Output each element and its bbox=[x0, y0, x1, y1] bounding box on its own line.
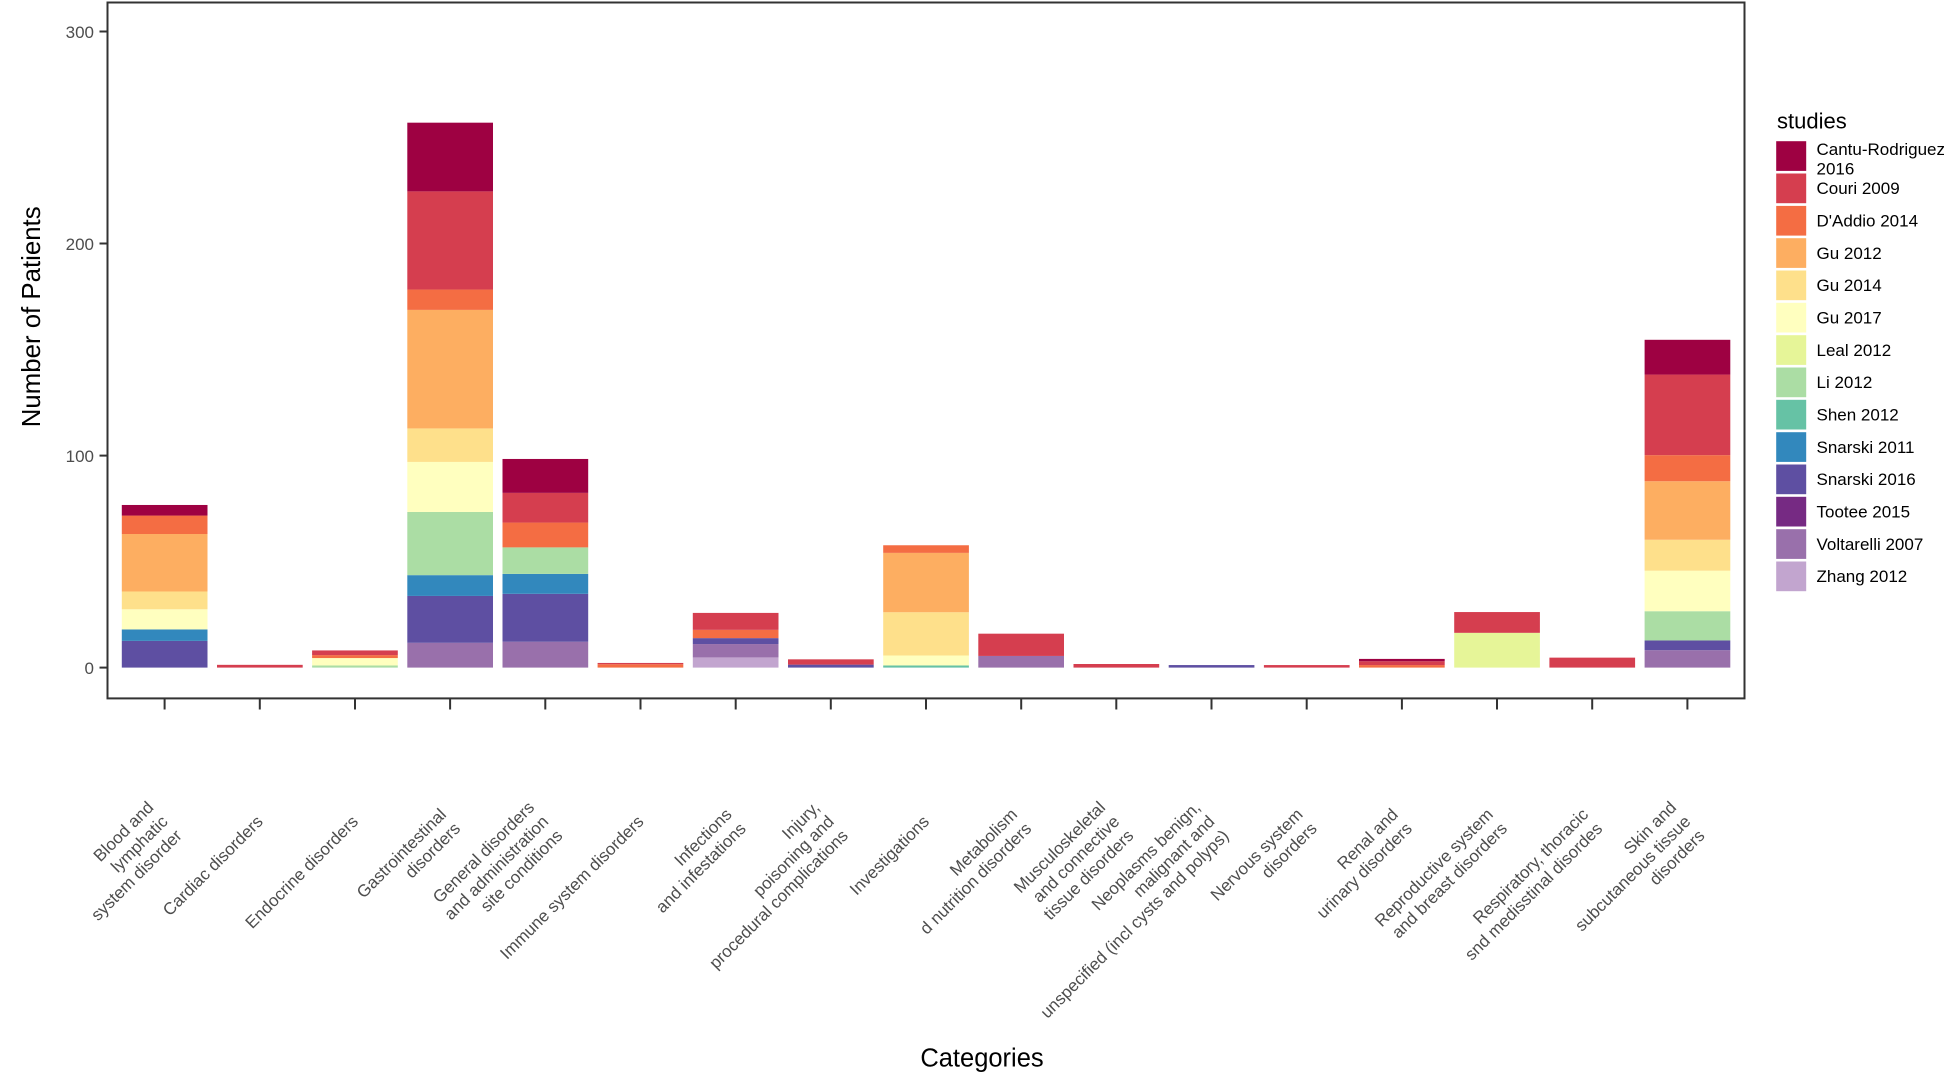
svg-text:Couri 2009: Couri 2009 bbox=[1817, 179, 1900, 198]
svg-text:Gu 2014: Gu 2014 bbox=[1817, 276, 1882, 295]
svg-text:0: 0 bbox=[85, 659, 94, 678]
svg-text:Gu 2017: Gu 2017 bbox=[1817, 309, 1882, 328]
svg-text:Shen 2012: Shen 2012 bbox=[1817, 406, 1899, 425]
svg-text:100: 100 bbox=[66, 447, 94, 466]
svg-text:Gu 2012: Gu 2012 bbox=[1817, 244, 1882, 263]
svg-text:Snarski 2011: Snarski 2011 bbox=[1817, 438, 1915, 457]
svg-text:200: 200 bbox=[66, 235, 94, 254]
svg-text:Categories: Categories bbox=[920, 1045, 1043, 1073]
svg-text:Number of Patients: Number of Patients bbox=[18, 206, 46, 427]
svg-text:2016: 2016 bbox=[1817, 159, 1855, 178]
svg-text:Zhang 2012: Zhang 2012 bbox=[1817, 567, 1908, 586]
svg-text:Li 2012: Li 2012 bbox=[1817, 373, 1873, 392]
svg-text:Voltarelli 2007: Voltarelli 2007 bbox=[1817, 535, 1924, 554]
svg-text:Tootee 2015: Tootee 2015 bbox=[1817, 503, 1911, 522]
svg-text:D'Addio 2014: D'Addio 2014 bbox=[1817, 212, 1919, 231]
svg-text:300: 300 bbox=[66, 23, 94, 42]
svg-text:studies: studies bbox=[1777, 109, 1847, 134]
svg-text:Leal 2012: Leal 2012 bbox=[1817, 341, 1892, 360]
svg-text:Cantu-Rodriguez: Cantu-Rodriguez bbox=[1817, 140, 1944, 159]
svg-text:Snarski 2016: Snarski 2016 bbox=[1817, 470, 1916, 489]
